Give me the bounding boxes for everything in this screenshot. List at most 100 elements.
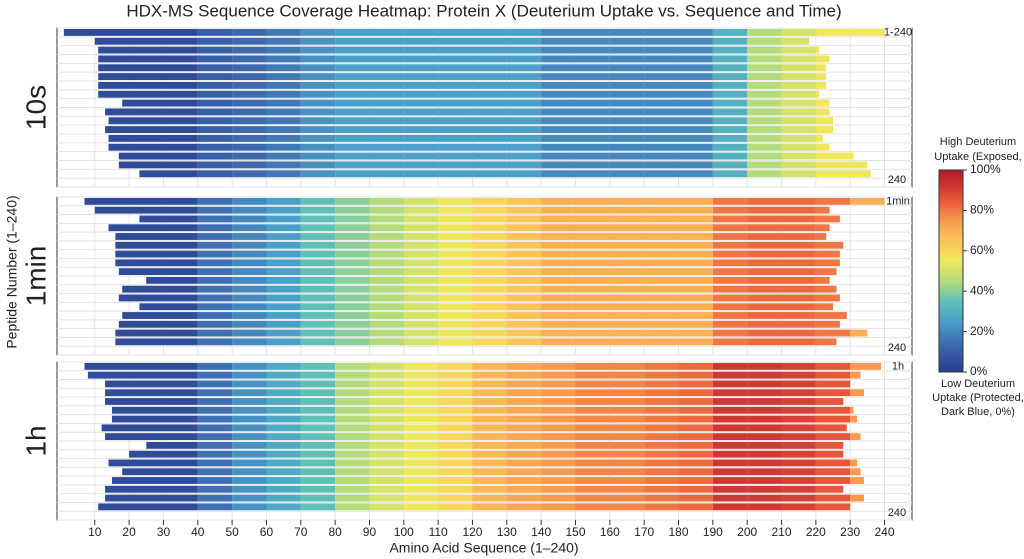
uptake-segment [815,338,837,346]
uptake-segment [678,485,713,493]
y-axis-label: Peptide Number (1–240) [4,195,20,348]
uptake-segment [403,99,439,107]
uptake-segment [712,285,748,293]
uptake-segment [815,233,827,240]
uptake-segment [403,294,439,302]
uptake-segment [300,338,336,346]
uptake-segment [369,37,404,45]
uptake-segment [506,477,542,484]
uptake-segment [403,259,439,267]
uptake-segment [747,415,782,423]
uptake-segment [575,459,610,467]
uptake-segment [438,389,473,397]
bottom-annotation: 240 [888,174,906,186]
uptake-segment [781,161,816,169]
uptake-segment [781,206,816,214]
uptake-segment [266,143,301,151]
uptake-segment [541,380,576,388]
uptake-segment [197,329,233,337]
uptake-segment [850,170,871,178]
uptake-segment [403,64,439,72]
uptake-segment [815,433,851,441]
uptake-segment [678,233,713,240]
uptake-segment [369,126,404,134]
uptake-segment [781,371,816,379]
uptake-segment [575,126,610,134]
uptake-segment [712,406,748,414]
uptake-segment [266,206,301,214]
uptake-segment [472,37,507,45]
uptake-segment [197,108,233,116]
uptake-segment [712,389,748,397]
uptake-segment [575,108,610,116]
uptake-segment [575,37,610,45]
uptake-segment [369,241,404,249]
uptake-segment [472,389,507,397]
uptake-segment [575,170,610,178]
uptake-segment [644,224,679,232]
uptake-segment [403,494,439,502]
uptake-segment [369,303,404,311]
uptake-segment [506,250,542,258]
chart-title: HDX-MS Sequence Coverage Heatmap: Protei… [126,1,841,20]
uptake-segment [506,55,542,63]
uptake-segment [232,380,267,388]
uptake-segment [438,224,473,232]
uptake-segment [815,503,851,511]
uptake-segment [197,90,233,98]
uptake-segment [232,329,267,337]
uptake-segment [403,126,439,134]
uptake-segment [678,268,713,276]
uptake-segment [644,268,679,276]
uptake-segment [575,389,610,397]
uptake-segment [266,241,301,249]
uptake-segment [197,477,233,484]
uptake-segment [506,503,542,511]
uptake-segment [781,134,816,142]
panel-label: 1min [20,246,51,307]
uptake-segment [712,415,748,423]
uptake-segment [403,28,439,36]
uptake-segment [266,126,301,134]
uptake-segment [747,338,782,346]
uptake-segment [472,338,507,346]
uptake-segment [781,303,816,311]
uptake-segment [300,215,336,223]
uptake-segment [506,468,542,476]
uptake-segment [438,46,473,54]
uptake-segment [850,406,854,414]
uptake-segment [300,329,336,337]
uptake-segment [541,99,576,107]
uptake-segment [108,134,198,142]
peptide [129,450,844,458]
uptake-segment [197,206,233,214]
uptake-segment [575,338,610,346]
uptake-segment [98,46,198,54]
uptake-segment [747,503,782,511]
uptake-segment [232,459,267,467]
x-tick-label: 200 [737,525,757,539]
uptake-segment [403,285,439,293]
colorbar-tick-label: 0% [970,364,988,378]
uptake-segment [644,312,679,319]
uptake-segment [712,503,748,511]
uptake-segment [369,450,404,458]
uptake-segment [609,450,645,458]
uptake-segment [644,117,679,125]
uptake-segment [815,99,830,107]
uptake-segment [300,459,336,467]
uptake-segment [506,28,542,36]
top-annotation: 1-240 [884,26,912,38]
uptake-segment [644,250,679,258]
uptake-segment [472,233,507,240]
uptake-segment [335,81,370,89]
uptake-segment [747,441,782,449]
uptake-segment [266,117,301,125]
uptake-segment [232,241,267,249]
uptake-segment [747,46,782,54]
uptake-segment [506,398,542,405]
uptake-segment [472,477,507,484]
uptake-segment [644,294,679,302]
uptake-segment [609,415,645,423]
